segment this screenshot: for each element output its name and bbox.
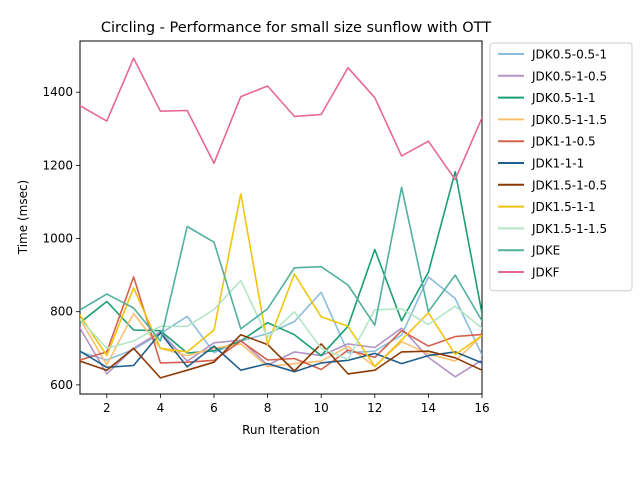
y-tick-label: 1200: [42, 158, 73, 172]
series-line-1: [80, 327, 482, 378]
y-tick-label: 600: [50, 378, 73, 392]
series-line-6: [80, 333, 482, 379]
y-axis: 600 800 1000 1200 1400: [42, 85, 80, 392]
y-tick-label: 800: [50, 305, 73, 319]
plot-frame: [79, 40, 483, 395]
x-tick-label: 6: [210, 401, 218, 415]
series-line-0: [80, 276, 482, 361]
chart-title: Circling - Performance for small size su…: [101, 20, 491, 36]
legend-label: JDK0.5-1-1.5: [531, 113, 607, 127]
legend-label: JDKF: [531, 266, 560, 280]
x-tick-label: 12: [367, 401, 382, 415]
series-line-3: [80, 312, 482, 368]
y-axis-label: Time (msec): [16, 180, 30, 255]
legend-label: JDK1.5-1-1: [531, 200, 596, 214]
series-line-7: [80, 193, 482, 368]
x-tick-label: 16: [474, 401, 489, 415]
legend-label: JDK1.5-1-0.5: [531, 178, 607, 192]
x-tick-label: 10: [314, 401, 329, 415]
legend-label: JDK0.5-1-0.5: [531, 69, 607, 83]
x-tick-label: 8: [264, 401, 272, 415]
legend-label: JDK0.5-1-1: [531, 91, 596, 105]
plot-area: [80, 57, 482, 379]
y-tick-label: 1000: [42, 232, 73, 246]
legend-label: JDK1-1-1: [531, 157, 584, 171]
legend-label: JDK1-1-0.5: [531, 135, 596, 149]
x-tick-label: 14: [421, 401, 436, 415]
series-line-8: [80, 279, 482, 361]
legend-label: JDK1.5-1-1.5: [531, 222, 607, 236]
x-axis: 2 4 6 8 10 12 14 16: [103, 394, 490, 415]
series-line-2: [80, 170, 482, 357]
legend: JDK0.5-0.5-1 JDK0.5-1-0.5 JDK0.5-1-1 JDK0.5…: [489, 42, 633, 292]
series-line-5: [80, 332, 482, 373]
legend-box: [489, 42, 633, 292]
series-line-10: [80, 57, 482, 181]
legend-label: JDKE: [531, 244, 560, 258]
x-tick-label: 2: [103, 401, 111, 415]
legend-label: JDK0.5-0.5-1: [531, 48, 607, 62]
x-tick-label: 4: [157, 401, 165, 415]
x-axis-label: Run Iteration: [242, 423, 320, 437]
y-tick-label: 1400: [42, 85, 73, 99]
series-line-9: [80, 186, 482, 342]
